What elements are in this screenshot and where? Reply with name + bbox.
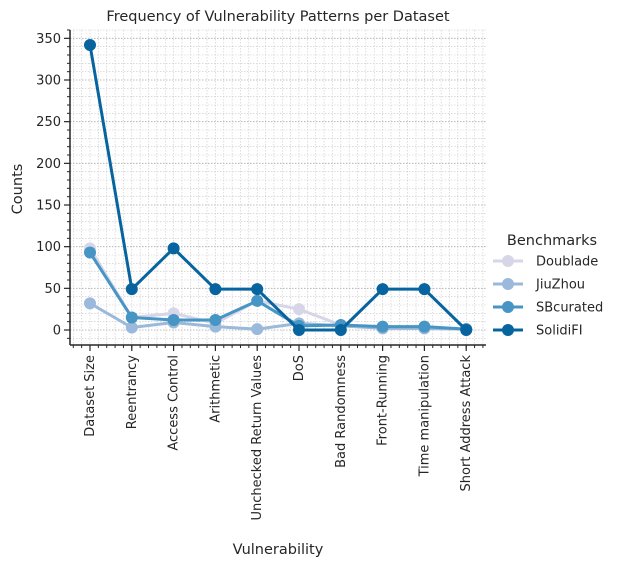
- grid: [70, 29, 486, 345]
- data-point: [376, 283, 389, 296]
- y-tick-label: 350: [36, 32, 61, 47]
- y-tick-label: 0: [53, 324, 61, 339]
- data-point: [167, 242, 180, 255]
- legend-title: Benchmarks: [507, 233, 597, 249]
- data-point: [84, 39, 96, 51]
- x-tick-label: Dataset Size: [83, 355, 98, 437]
- y-tick-label: 300: [36, 74, 61, 89]
- x-tick-label: Time manipulation: [417, 355, 432, 477]
- chart-title: Frequency of Vulnerability Patterns per …: [106, 9, 450, 25]
- y-tick-label: 100: [36, 240, 61, 255]
- series-line: [89, 302, 467, 331]
- x-tick-label: Arithmetic: [208, 355, 223, 423]
- x-tick-label: Bad Randomness: [334, 355, 349, 468]
- legend-label: Doublade: [536, 255, 598, 270]
- x-tick-label: Access Control: [167, 355, 182, 451]
- x-tick-label: Front-Running: [376, 355, 391, 446]
- data-point: [376, 320, 389, 333]
- data-point: [251, 283, 264, 296]
- y-axis-label: Counts: [10, 164, 26, 215]
- data-point: [167, 314, 180, 326]
- y-ticks: 0 50 100 150 200 250 300 350: [36, 29, 70, 339]
- legend-label: JiuZhou: [535, 278, 585, 293]
- data-point: [418, 320, 431, 333]
- legend-marker: [502, 301, 514, 313]
- data-point: [460, 324, 473, 336]
- data-point: [293, 324, 305, 336]
- series-line: [88, 251, 467, 331]
- legend-label: SBcurated: [536, 301, 603, 316]
- y-tick-label: 50: [44, 282, 61, 297]
- data-point: [125, 311, 138, 324]
- x-tick-label: Reentrancy: [125, 355, 140, 429]
- legend: Benchmarks Doublade JiuZhou SBcurated Solid…: [493, 233, 603, 339]
- data-point: [209, 283, 222, 296]
- data-point: [125, 321, 138, 334]
- data-point: [293, 303, 305, 316]
- x-tick-label: Short Address Attack: [459, 355, 474, 492]
- data-point: [125, 283, 138, 296]
- data-point: [84, 297, 96, 310]
- data-point: [209, 314, 222, 326]
- x-tick-label: Unchecked Return Values: [250, 355, 265, 521]
- legend-marker: [502, 255, 514, 267]
- y-tick-label: 200: [36, 157, 61, 172]
- legend-label: SolidiFI: [536, 324, 583, 339]
- series-group: [84, 39, 473, 336]
- data-point: [334, 324, 347, 336]
- series-line: [88, 44, 468, 332]
- data-point: [418, 283, 431, 296]
- x-ticks: Dataset Size Reentrancy Access Control Arit…: [72, 345, 484, 521]
- x-axis-label: Vulnerability: [233, 542, 324, 558]
- y-tick-label: 150: [36, 199, 61, 214]
- axes: [69, 30, 486, 346]
- y-tick-label: 250: [36, 115, 61, 130]
- data-point: [251, 323, 264, 336]
- data-point: [84, 246, 96, 259]
- data-point: [251, 294, 264, 307]
- legend-marker: [502, 278, 514, 290]
- legend-marker: [502, 324, 514, 336]
- x-tick-label: DoS: [292, 355, 307, 381]
